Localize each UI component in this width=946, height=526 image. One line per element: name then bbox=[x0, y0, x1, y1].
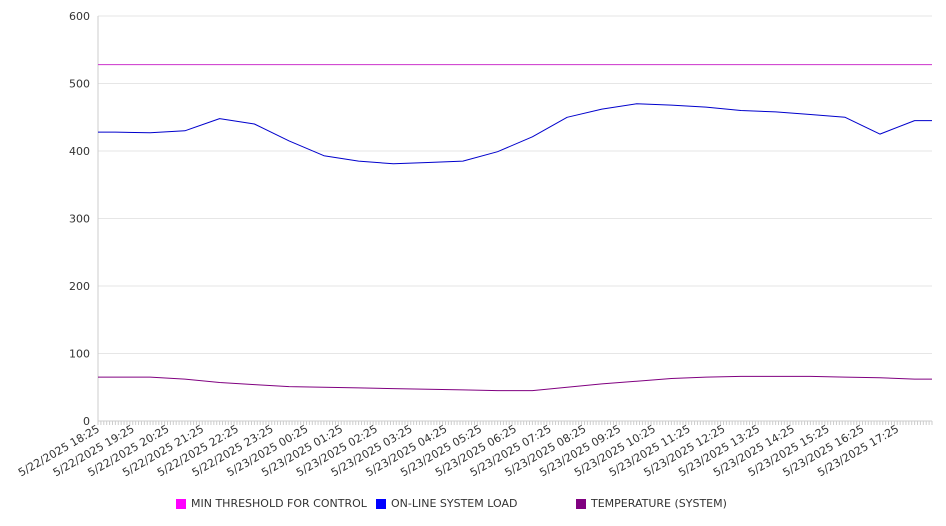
x-tick-labels: 5/22/2025 18:255/22/2025 19:255/22/2025 … bbox=[16, 422, 901, 479]
legend-item-load: ON-LINE SYSTEM LOAD bbox=[376, 497, 517, 510]
y-tick-label: 600 bbox=[69, 10, 90, 23]
series-lines bbox=[98, 64, 932, 392]
axes bbox=[97, 16, 933, 425]
y-tick-label: 0 bbox=[83, 415, 90, 428]
temperature-line bbox=[98, 375, 932, 392]
legend-item-threshold: MIN THRESHOLD FOR CONTROL bbox=[176, 497, 367, 510]
y-tick-label: 100 bbox=[69, 348, 90, 361]
legend-label-temperature: TEMPERATURE (SYSTEM) bbox=[591, 497, 727, 510]
legend: MIN THRESHOLD FOR CONTROL ON-LINE SYSTEM… bbox=[0, 497, 946, 515]
legend-item-temperature: TEMPERATURE (SYSTEM) bbox=[576, 497, 727, 510]
y-tick-labels: 0 100 200 300 400 500 600 bbox=[69, 10, 90, 428]
legend-swatch-load bbox=[376, 498, 386, 509]
system-load-line bbox=[98, 103, 932, 165]
y-tick-label: 400 bbox=[69, 145, 90, 158]
y-tick-label: 500 bbox=[69, 78, 90, 91]
legend-label-threshold: MIN THRESHOLD FOR CONTROL bbox=[191, 497, 367, 510]
legend-swatch-temperature bbox=[576, 498, 586, 509]
grid-lines bbox=[98, 15, 932, 422]
y-tick-label: 300 bbox=[69, 213, 90, 226]
y-tick-label: 200 bbox=[69, 280, 90, 293]
legend-label-load: ON-LINE SYSTEM LOAD bbox=[391, 497, 518, 510]
legend-swatch-threshold bbox=[176, 498, 186, 509]
